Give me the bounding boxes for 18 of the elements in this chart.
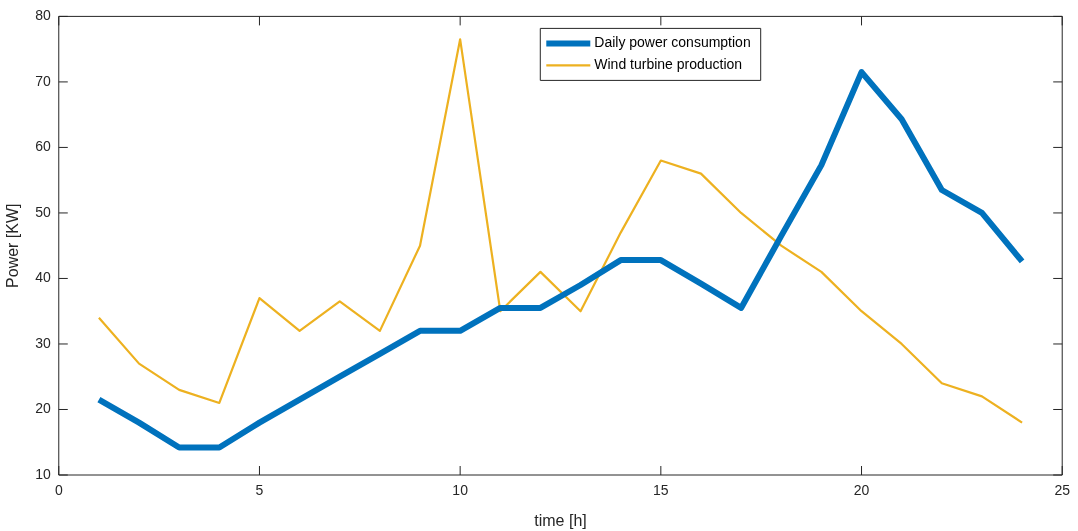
y-tick-label: 80 [35,7,51,24]
y-tick-label: 10 [35,465,51,482]
y-tick-label: 50 [35,203,51,220]
y-tick-label: 40 [35,269,51,286]
y-tick-label: 70 [35,72,51,89]
x-tick-label: 10 [452,482,469,499]
y-axis-title: Power [KW] [4,203,22,288]
x-tick-label: 0 [54,482,63,499]
legend-label: Wind turbine production [594,56,743,73]
x-tick-label: 5 [255,482,264,499]
y-tick-label: 30 [35,334,51,351]
x-tick-label: 25 [1054,482,1071,499]
y-tick-label: 20 [35,400,51,417]
x-tick-label: 15 [653,482,669,499]
legend-label: Daily power consumption [594,34,751,51]
x-axis-title: time [h] [534,511,587,529]
y-tick-label: 60 [35,138,51,155]
x-tick-label: 20 [853,482,870,499]
